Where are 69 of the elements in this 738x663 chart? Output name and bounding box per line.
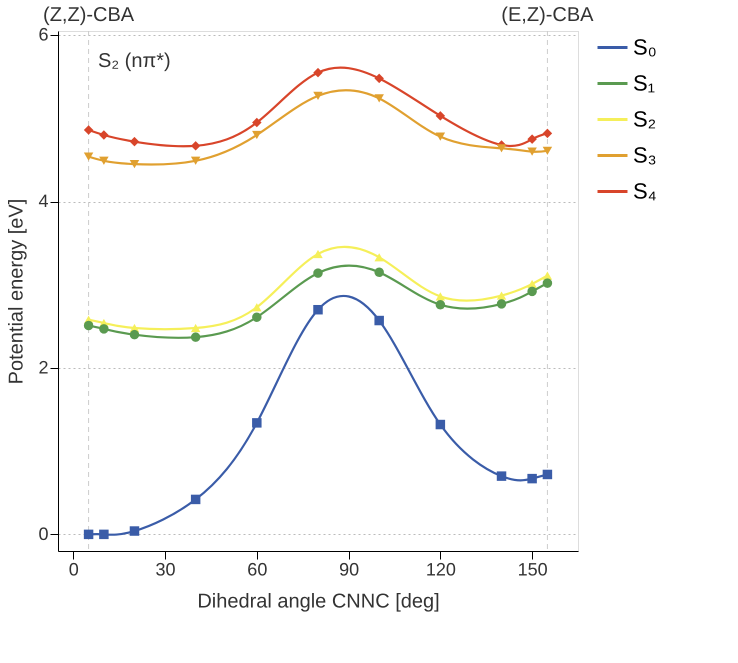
point	[374, 316, 384, 326]
point	[374, 94, 384, 102]
y-tick-label: 2	[38, 357, 48, 378]
point	[84, 125, 94, 135]
ref-line-label: (Z,Z)-CBA	[43, 4, 135, 26]
point	[252, 130, 262, 140]
x-tick-label: 60	[247, 560, 268, 580]
point	[436, 111, 446, 121]
point	[130, 526, 140, 536]
point	[436, 420, 446, 430]
y-tick-label: 0	[38, 524, 48, 544]
ref-line-label: (E,Z)-CBA	[501, 4, 594, 26]
x-tick-label: 120	[426, 560, 456, 580]
point	[99, 156, 109, 165]
point	[99, 530, 109, 540]
x-tick-label: 30	[156, 560, 176, 580]
point	[190, 141, 200, 151]
y-axis-title: Potential energy [eV]	[5, 198, 28, 384]
point	[190, 494, 200, 504]
point	[84, 530, 94, 540]
point	[527, 474, 537, 484]
y-tick-label: 4	[38, 191, 48, 212]
point	[99, 130, 109, 140]
x-axis-title: Dihedral angle CNNC [deg]	[197, 590, 440, 612]
legend-label: S₂	[633, 106, 656, 132]
point	[190, 332, 200, 342]
y-tick-label: 6	[38, 24, 48, 45]
point	[374, 74, 384, 84]
point	[542, 278, 552, 288]
point	[542, 128, 552, 138]
legend-label: S₀	[633, 34, 657, 60]
point	[252, 118, 262, 128]
legend-label: S₃	[633, 142, 657, 168]
point	[84, 152, 94, 161]
point	[496, 471, 506, 481]
point	[436, 292, 446, 301]
point	[313, 304, 323, 314]
point	[496, 291, 506, 300]
point	[496, 144, 506, 152]
point	[252, 312, 262, 322]
point	[130, 330, 140, 340]
legend-label: S₁	[633, 70, 656, 96]
point	[527, 148, 537, 156]
x-tick-label: 90	[339, 560, 360, 580]
point	[99, 324, 109, 334]
point	[313, 268, 323, 278]
point	[313, 92, 323, 100]
point	[496, 299, 506, 309]
point	[313, 68, 323, 78]
point	[84, 320, 94, 330]
point	[542, 146, 552, 155]
point	[527, 286, 537, 296]
point	[190, 156, 200, 165]
legend-label: S₄	[633, 178, 657, 204]
point	[190, 324, 200, 332]
x-tick-label: 150	[518, 560, 548, 580]
point	[252, 418, 262, 428]
point	[252, 303, 262, 312]
point	[130, 136, 140, 146]
point	[436, 300, 446, 310]
point	[527, 134, 537, 144]
point	[374, 253, 384, 262]
x-tick-label: 0	[68, 560, 79, 580]
point	[374, 268, 384, 278]
point	[436, 132, 446, 141]
point	[542, 470, 552, 480]
point	[313, 250, 323, 258]
point	[130, 160, 140, 168]
annotation: S₂ (nπ*)	[98, 50, 171, 72]
